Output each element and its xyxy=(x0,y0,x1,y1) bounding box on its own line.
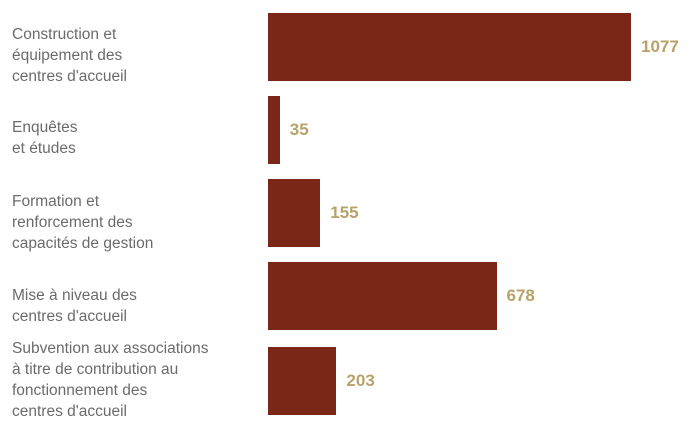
bar xyxy=(268,13,631,81)
value-label: 35 xyxy=(289,120,309,139)
category-label: Construction et équipement des centres d'a… xyxy=(12,26,127,85)
value-label: 678 xyxy=(506,286,535,305)
value-label: 155 xyxy=(330,203,359,222)
bar xyxy=(268,179,321,247)
bar xyxy=(268,96,280,164)
category-label: Formation et renforcement des capacités de… xyxy=(12,193,154,252)
category-label: Mise à niveau des centres d'accueil xyxy=(12,287,137,325)
bar xyxy=(268,262,497,330)
category-label: Enquêtes et études xyxy=(12,119,78,157)
value-label: 1077 xyxy=(641,37,679,56)
value-label: 203 xyxy=(346,371,375,390)
category-label: Subvention aux associations à titre de co… xyxy=(12,340,209,420)
bar xyxy=(268,347,337,415)
